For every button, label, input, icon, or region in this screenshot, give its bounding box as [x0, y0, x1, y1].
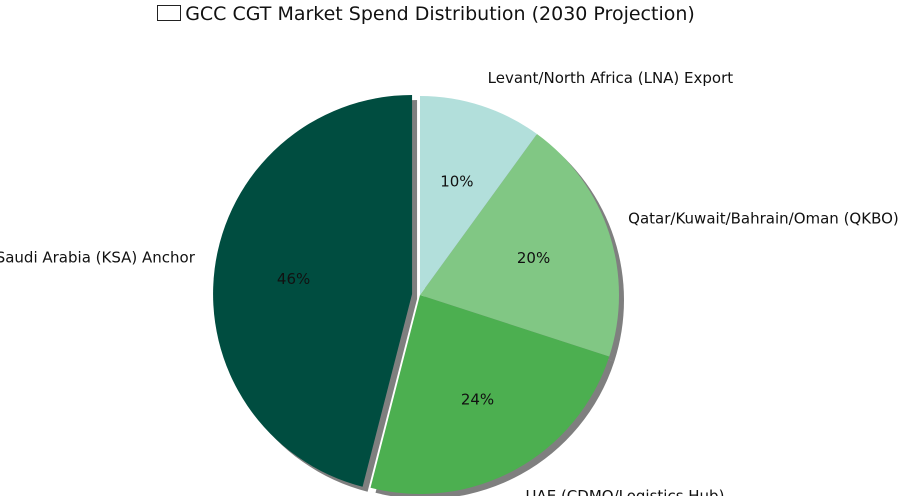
- slice-label-uae-cdmo-logistics-hub: UAE (CDMO/Logistics Hub): [525, 487, 724, 496]
- pie-slice-qatar-kuwait-bahrain-oman-qkbo: [420, 134, 619, 357]
- slice-percent-uae-cdmo-logistics-hub: 24%: [461, 391, 494, 409]
- slice-label-saudi-arabia-ksa-anchor: Saudi Arabia (KSA) Anchor: [0, 249, 196, 267]
- slice-percent-qatar-kuwait-bahrain-oman-qkbo: 20%: [517, 249, 550, 267]
- pie-slice-uae-cdmo-logistics-hub: [370, 295, 610, 494]
- slice-label-qatar-kuwait-bahrain-oman-qkbo: Qatar/Kuwait/Bahrain/Oman (QKBO): [628, 209, 899, 227]
- chart-title-row: GCC CGT Market Spend Distribution (2030 …: [0, 3, 852, 25]
- label-layer: Saudi Arabia (KSA) Anchor 46% UAE (CDMO/Lo…: [0, 69, 899, 496]
- pie-slice-levant-north-africa-lna-export: [420, 96, 537, 295]
- slice-percent-saudi-arabia-ksa-anchor: 46%: [277, 270, 310, 288]
- slice-percent-levant-north-africa-lna-export: 10%: [440, 172, 473, 190]
- slice-label-levant-north-africa-lna-export: Levant/North Africa (LNA) Export: [488, 69, 734, 87]
- flag-icon: [157, 5, 182, 21]
- pie-slice-saudi-arabia-ksa-anchor: [213, 94, 413, 487]
- slice-layer: [213, 94, 619, 494]
- chart-title: GCC CGT Market Spend Distribution (2030 …: [185, 3, 695, 25]
